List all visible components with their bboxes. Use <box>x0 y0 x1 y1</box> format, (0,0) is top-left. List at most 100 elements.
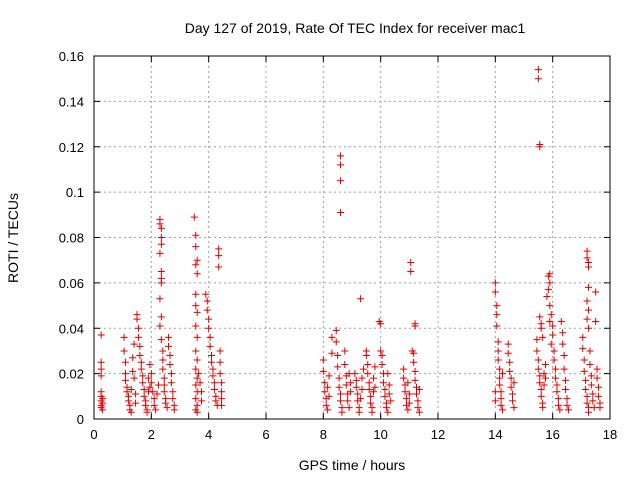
x-tick-label: 0 <box>90 427 97 442</box>
data-point <box>192 290 200 298</box>
x-tick-label: 18 <box>603 427 617 442</box>
data-point <box>364 370 372 378</box>
data-point <box>216 370 224 378</box>
data-point <box>401 388 409 396</box>
data-point <box>97 365 105 373</box>
data-point <box>378 361 386 369</box>
data-point <box>334 351 342 359</box>
data-point <box>127 408 135 416</box>
data-point <box>192 395 200 403</box>
data-point <box>385 381 393 389</box>
data-point <box>165 333 173 341</box>
data-point <box>586 347 594 355</box>
data-point <box>497 395 505 403</box>
data-point <box>585 263 592 271</box>
data-point <box>358 374 366 382</box>
data-point <box>160 381 168 389</box>
data-point <box>203 306 211 314</box>
data-point <box>370 388 377 396</box>
data-point <box>129 354 137 362</box>
data-point <box>564 406 572 414</box>
data-point <box>192 381 200 389</box>
y-tick-label: 0.1 <box>66 185 84 200</box>
data-point <box>546 302 554 310</box>
data-point <box>157 240 165 248</box>
data-point <box>559 340 567 348</box>
data-point <box>202 290 210 298</box>
data-point <box>357 395 365 403</box>
data-point <box>205 324 213 332</box>
data-point <box>325 372 333 380</box>
data-point <box>133 315 141 323</box>
data-point <box>593 365 601 373</box>
data-point <box>124 397 132 405</box>
data-point <box>380 379 388 387</box>
data-point <box>122 370 130 378</box>
data-point <box>583 399 591 407</box>
data-point <box>193 256 201 264</box>
data-points <box>97 66 604 416</box>
data-point <box>215 245 223 253</box>
data-point <box>334 363 342 371</box>
data-point <box>206 333 214 341</box>
data-point <box>136 342 144 350</box>
data-point <box>152 406 160 414</box>
data-point <box>347 379 355 387</box>
data-point <box>504 340 512 348</box>
data-point <box>139 372 147 380</box>
data-point <box>192 365 200 373</box>
data-point <box>415 408 423 416</box>
data-point <box>534 75 542 83</box>
data-point <box>536 372 544 380</box>
data-point <box>499 406 506 414</box>
data-point <box>150 401 158 409</box>
data-point <box>580 367 588 375</box>
data-point <box>507 374 515 382</box>
data-point <box>539 404 547 412</box>
data-point <box>410 349 418 357</box>
x-axis-title: GPS time / hours <box>299 457 406 473</box>
data-point <box>167 379 175 387</box>
data-point <box>351 370 359 378</box>
data-point <box>193 356 201 364</box>
data-point <box>579 345 587 353</box>
data-point <box>595 392 603 400</box>
data-point <box>170 406 178 414</box>
data-point <box>337 177 345 185</box>
data-point <box>140 386 148 394</box>
data-point <box>157 279 165 287</box>
data-point <box>494 338 502 346</box>
data-point <box>537 386 545 394</box>
data-point <box>209 365 217 373</box>
data-point <box>159 365 167 373</box>
data-point <box>332 338 340 346</box>
data-point <box>583 392 591 400</box>
data-point <box>536 313 544 321</box>
data-point <box>123 388 131 396</box>
data-point <box>367 392 375 400</box>
data-point <box>493 302 501 310</box>
data-point <box>546 317 554 325</box>
data-point <box>496 374 504 382</box>
data-point <box>97 358 105 366</box>
x-tick-labels: 0 2 4 6 8 10 12 14 16 18 <box>90 427 617 442</box>
data-point <box>368 408 376 416</box>
data-point <box>166 351 174 359</box>
data-point <box>137 365 145 373</box>
data-point <box>212 397 220 405</box>
data-point <box>491 388 499 396</box>
data-point <box>198 397 205 405</box>
y-tick-label: 0.04 <box>59 321 84 336</box>
data-point <box>494 347 502 355</box>
data-point <box>321 379 329 387</box>
data-point <box>381 392 389 400</box>
data-point <box>371 363 379 371</box>
data-point <box>192 231 200 239</box>
chart-title: Day 127 of 2019, Rate Of TEC Index for r… <box>185 20 526 36</box>
data-point <box>341 347 349 355</box>
data-point <box>496 381 504 389</box>
data-point <box>595 383 603 391</box>
data-point <box>549 322 557 330</box>
data-point <box>411 367 419 375</box>
